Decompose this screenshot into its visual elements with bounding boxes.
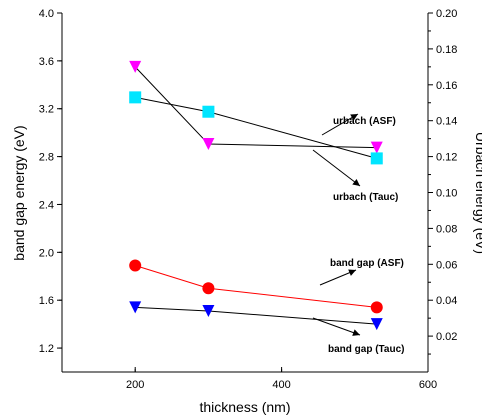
y2-tick-label: 0.14 (436, 116, 457, 128)
annotation-arrows (312, 113, 361, 336)
series-line-2 (135, 265, 377, 308)
x-tick-label: 400 (272, 379, 290, 391)
y-tick-label: 4.0 (39, 8, 54, 20)
y-tick-label: 3.2 (39, 104, 54, 116)
data-point (202, 304, 215, 317)
data-point (202, 105, 215, 118)
data-point (129, 91, 142, 104)
y2-tick-label: 0.04 (436, 295, 457, 307)
data-point (370, 301, 383, 314)
series-line-3 (135, 306, 377, 325)
ticks: 200 400 600 1.2 1.6 2.0 2.4 2.8 3.2 3.6 4.0 0.02 0.0… (39, 8, 458, 391)
data-point (129, 259, 142, 272)
arrow-band-gap-tauc (312, 317, 361, 336)
series-line-1 (135, 96, 377, 159)
y2-tick-label: 0.06 (436, 259, 457, 271)
data-point (129, 60, 142, 73)
y-tick-label: 2.4 (39, 199, 54, 211)
y2-tick-label: 0.18 (436, 44, 457, 56)
data-point (202, 282, 215, 295)
data-point (202, 138, 215, 151)
arrow-urbach-tauc (312, 149, 361, 187)
series-line-0 (134, 66, 377, 149)
y-tick-label: 1.2 (39, 343, 54, 355)
annotation-band-gap-asf: band gap (ASF) (330, 258, 404, 269)
series-markers (129, 60, 383, 331)
y2-tick-label: 0.10 (436, 188, 457, 200)
arrowhead (348, 269, 356, 276)
y-axis-title-left: band gap energy (eV) (11, 125, 27, 260)
arrowhead (352, 178, 360, 186)
y2-tick-label: 0.20 (436, 8, 457, 20)
y2-tick-label: 0.08 (436, 223, 457, 235)
y2-tick-label: 0.02 (436, 331, 457, 343)
annotation-band-gap-tauc: band gap (Tauc) (328, 344, 404, 355)
data-point (370, 318, 383, 331)
annotation-urbach-asf: urbach (ASF) (333, 116, 396, 127)
y-tick-label: 2.0 (39, 247, 54, 259)
y-tick-label: 1.6 (39, 295, 54, 307)
x-tick-label: 600 (419, 379, 437, 391)
y-axis-title-right: Urbach energy (eV) (473, 132, 482, 254)
x-axis-title: thickness (nm) (199, 399, 290, 415)
data-point (370, 141, 383, 154)
y-tick-label: 3.6 (39, 56, 54, 68)
arrowhead (352, 329, 360, 336)
annotation-urbach-tauc: urbach (Tauc) (333, 192, 398, 203)
y2-tick-label: 0.12 (436, 152, 457, 164)
data-point (129, 301, 142, 314)
y2-tick-label: 0.16 (436, 80, 457, 92)
arrowhead (350, 114, 358, 121)
data-point (370, 152, 383, 165)
x-tick-label: 200 (126, 379, 144, 391)
y-tick-label: 2.8 (39, 152, 54, 164)
